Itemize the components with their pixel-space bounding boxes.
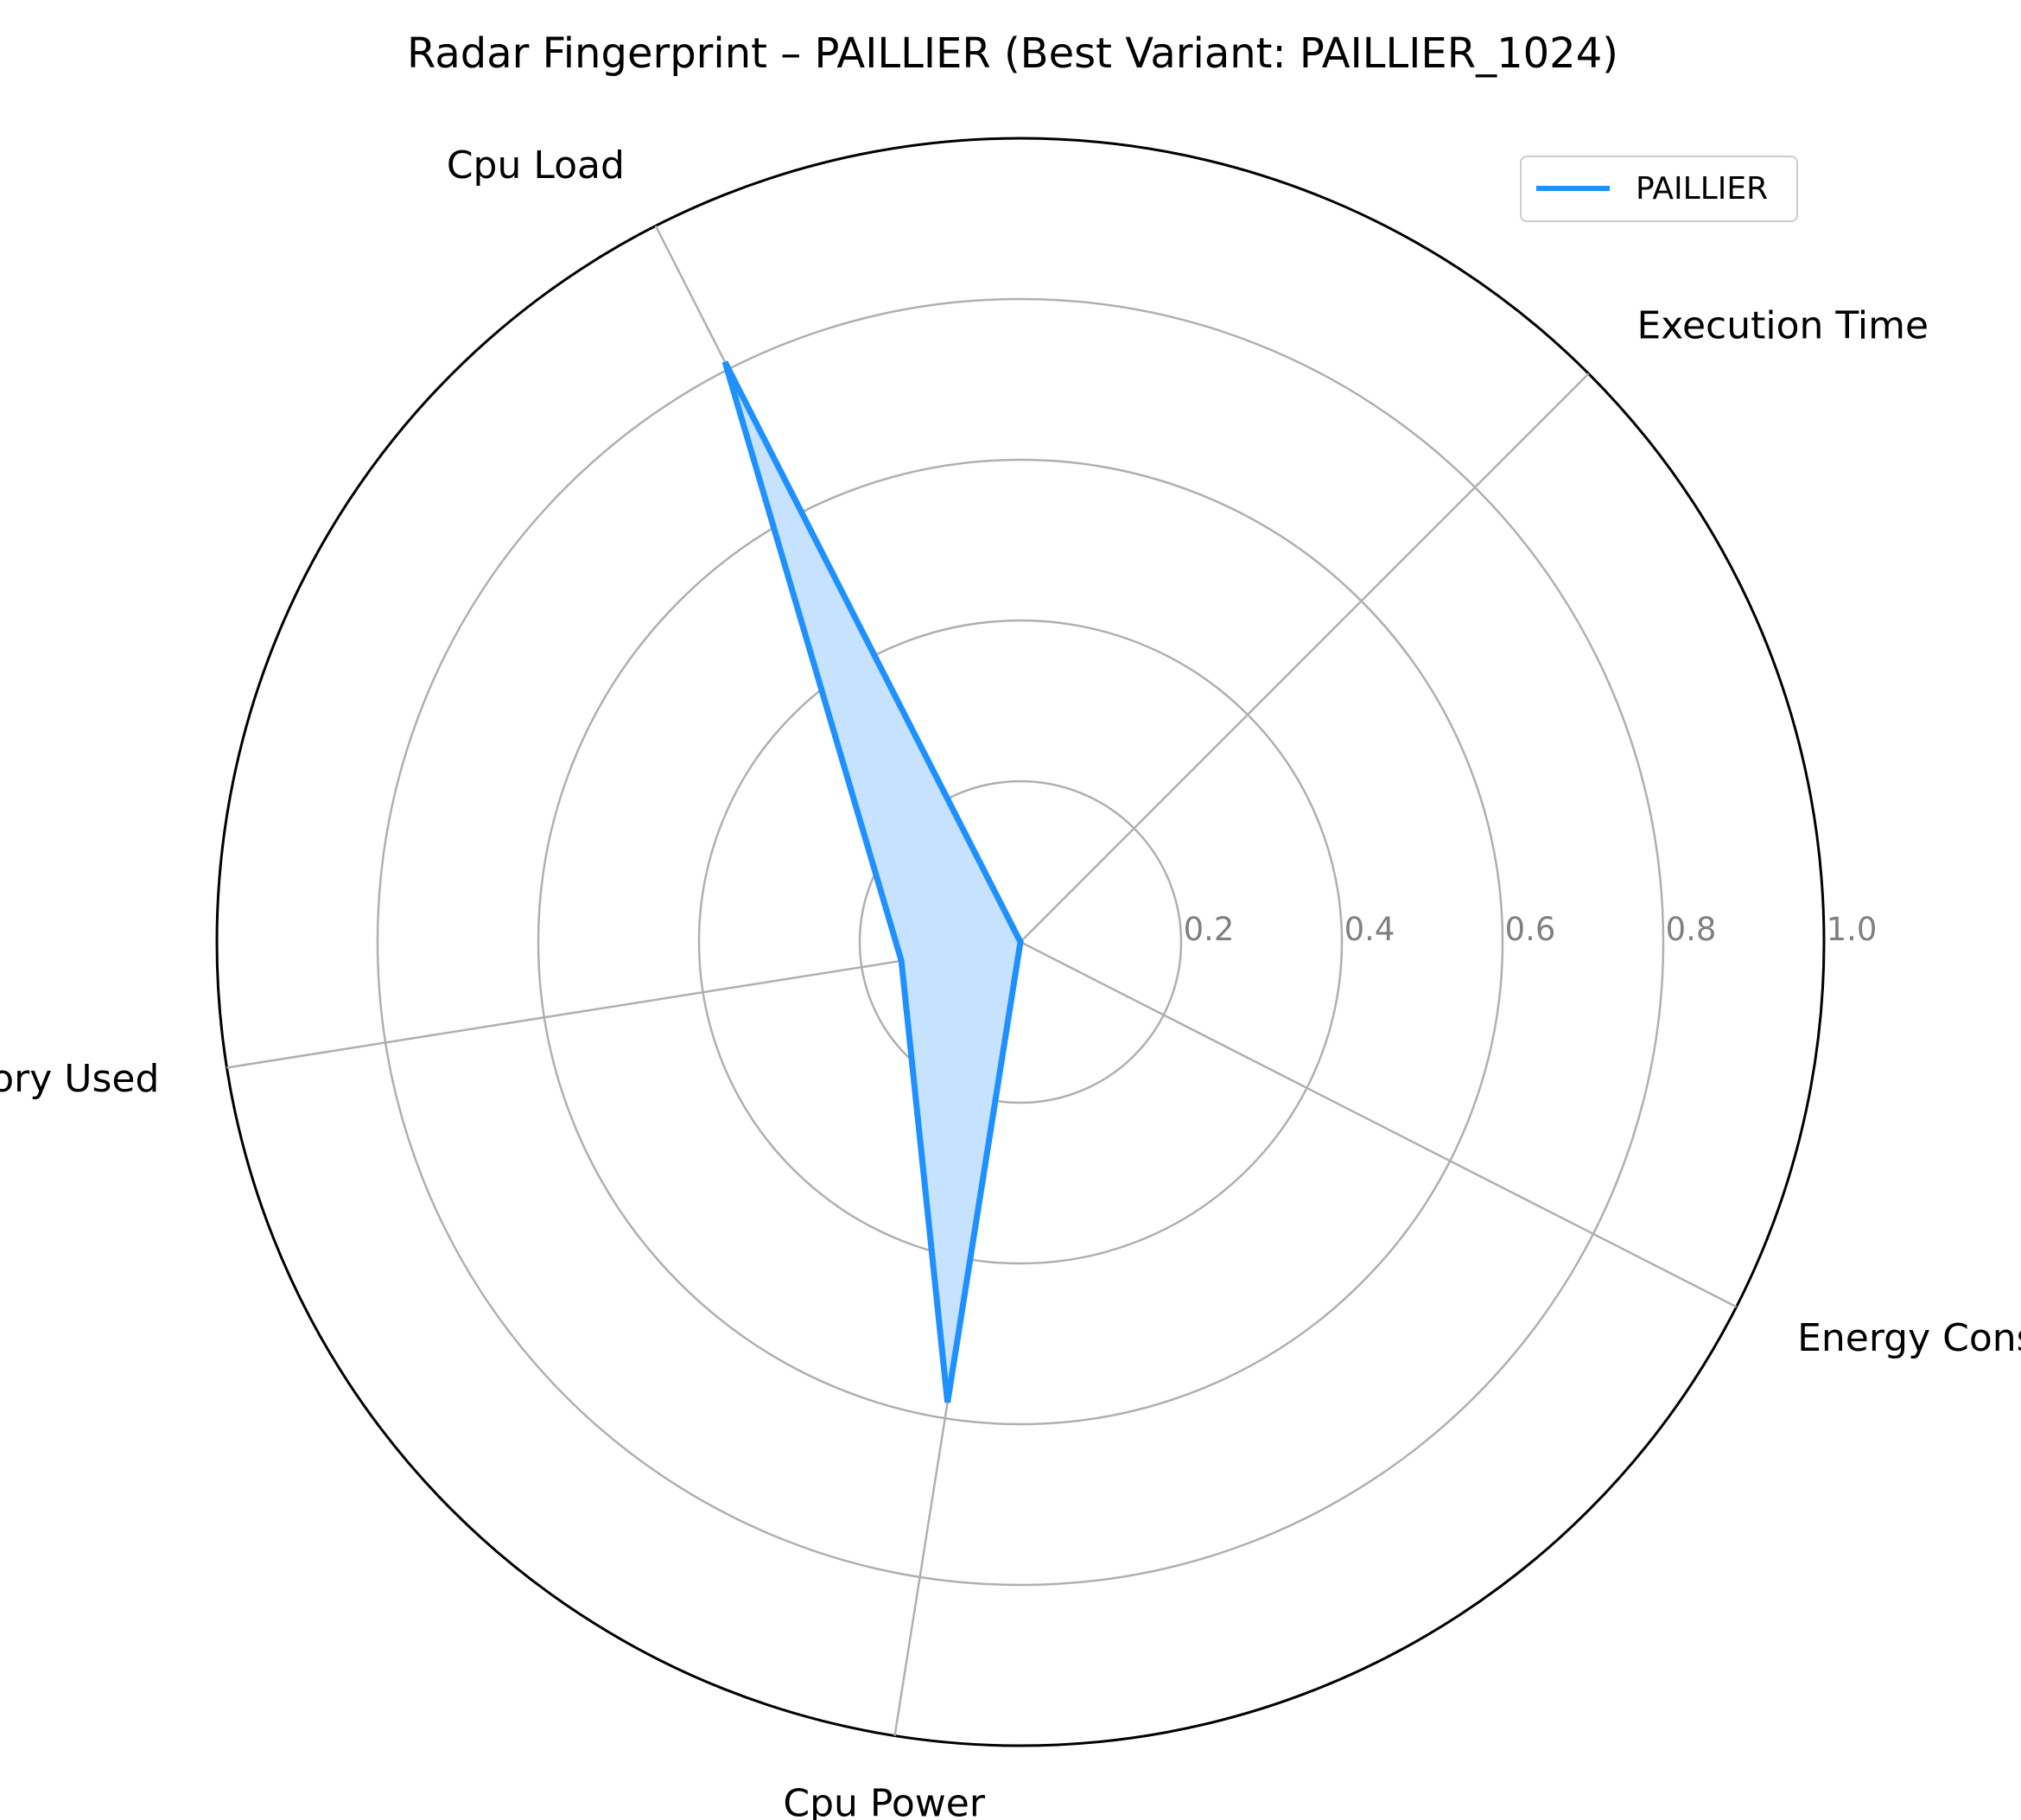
series-point-4	[1020, 941, 1021, 943]
axis-label-0: Execution Time	[1637, 303, 1929, 347]
spoke-0	[1020, 372, 1590, 943]
spoke-2	[226, 940, 1021, 1069]
grid-ring-1	[697, 619, 1344, 1265]
radar-series-layer	[721, 360, 1024, 1403]
series-point-3	[947, 1402, 949, 1403]
grid-ring-0	[858, 780, 1183, 1104]
axis-label-3: Cpu Power	[783, 1782, 985, 1820]
chart-title: Radar Fingerprint – PAILLIER (Best Varia…	[407, 29, 1618, 78]
legend-series-label: PAILLIER	[1636, 171, 1768, 207]
tick-label-1: 0.4	[1344, 911, 1395, 948]
spoke-4	[1020, 940, 1738, 1308]
radar-outer-frame	[215, 137, 1826, 1747]
tick-label-4: 1.0	[1827, 911, 1878, 948]
tick-label-0: 0.2	[1184, 911, 1235, 948]
axis-label-4: Energy Consumption	[1797, 1316, 2021, 1360]
series-point-2	[900, 960, 902, 962]
legend-frame	[1520, 156, 1798, 222]
tick-label-3: 0.8	[1666, 911, 1717, 948]
grid-ring-3	[376, 297, 1665, 1587]
axis-labels: Execution Time Cpu Load Memory Used Cpu Pow…	[0, 143, 2021, 1820]
series-fill-0	[725, 361, 1020, 1403]
legend: PAILLIER	[1520, 156, 1798, 222]
radial-tick-labels: 0.2 0.4 0.6 0.8 1.0	[1184, 911, 1878, 948]
grid-ring-2	[537, 458, 1504, 1426]
axis-label-2: Memory Used	[0, 1057, 159, 1101]
series-point-1	[724, 361, 726, 363]
axis-label-1: Cpu Load	[447, 143, 625, 188]
tick-label-2: 0.6	[1505, 911, 1556, 948]
